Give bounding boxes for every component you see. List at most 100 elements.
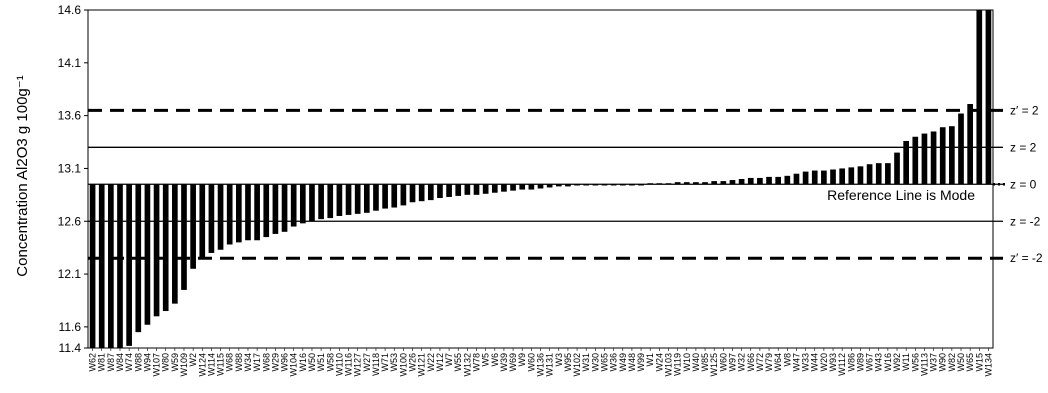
bar: [629, 184, 635, 186]
x-category-label: W136: [536, 353, 546, 377]
x-category-label: W64: [773, 353, 783, 372]
x-category-label: W1: [645, 353, 655, 367]
bar: [208, 184, 215, 253]
x-category-label: W85: [700, 353, 710, 372]
x-category-label: W99: [636, 353, 646, 372]
x-category-label: W39: [499, 353, 509, 372]
y-axis: 11.4 11.6 12.1 12.6 13.1 13.6 14.1 14.6: [58, 3, 88, 355]
bar: [802, 171, 809, 185]
bar: [921, 133, 928, 185]
reference-line-label: z = -2: [1010, 214, 1041, 228]
x-category-label: W11: [901, 353, 911, 371]
x-category-label: W50: [956, 353, 966, 372]
x-category-label: W24: [654, 353, 664, 372]
x-category-label: W17: [252, 353, 262, 372]
bar: [894, 152, 900, 185]
x-category-label: W132: [462, 353, 472, 377]
x-category-label: W102: [572, 353, 582, 377]
x-category-label: W60: [718, 353, 728, 372]
bar: [245, 184, 251, 241]
bar: [519, 184, 526, 190]
bar: [336, 184, 343, 216]
x-category-label: W43: [874, 353, 884, 372]
x-category-label: W50: [307, 353, 317, 372]
x-category-label: W115: [216, 353, 226, 376]
bar: [162, 184, 169, 312]
bar: [473, 184, 480, 195]
x-category-label: W95: [563, 353, 573, 372]
x-category-label: W68: [261, 353, 271, 372]
x-category-label: W36: [609, 353, 619, 372]
bar: [537, 184, 544, 189]
y-tick-label: 11.4: [59, 341, 82, 355]
bar: [711, 181, 718, 185]
x-category-label: W9: [517, 353, 527, 367]
x-category-label: W78: [472, 353, 482, 372]
x-category-label: W2: [188, 353, 198, 367]
x-category-label: W92: [892, 353, 902, 372]
bar: [263, 184, 270, 238]
bar: [153, 184, 160, 317]
x-category-label: W44: [810, 353, 820, 372]
bar: [939, 127, 946, 185]
bar: [391, 184, 398, 208]
y-axis-label: Concentration Al2O3 g 100g⁻¹: [14, 75, 31, 276]
bar: [693, 182, 699, 185]
bar: [464, 184, 471, 195]
bar: [656, 183, 663, 185]
x-category-label: W125: [709, 353, 719, 377]
bar: [702, 182, 708, 185]
bar: [427, 184, 434, 201]
y-tick-label: 12.6: [58, 214, 82, 228]
x-category-label: W51: [316, 353, 326, 372]
x-category-label: W40: [691, 353, 701, 372]
bar: [281, 184, 288, 232]
bar: [720, 181, 727, 185]
bar: [985, 10, 992, 185]
x-category-label: W62: [88, 353, 98, 372]
reference-line-label: z = 0: [1010, 177, 1037, 191]
bar: [665, 183, 672, 185]
x-category-label: W88: [133, 353, 143, 372]
y-tick-label: 11.6: [59, 320, 82, 334]
x-category-label: W118: [371, 353, 381, 376]
bar: [354, 184, 361, 214]
y-tick-label: 12.1: [58, 267, 82, 281]
x-category-label: W8: [782, 353, 792, 367]
bar: [190, 184, 196, 269]
bar: [674, 182, 681, 185]
x-category-label: W16: [298, 353, 308, 372]
bar: [747, 177, 754, 185]
bar: [583, 184, 590, 186]
bar: [236, 184, 242, 243]
y-tick-label: 13.1: [58, 161, 82, 175]
x-category-label: W22: [426, 353, 436, 372]
x-category-label: W131: [545, 353, 555, 377]
reference-lines: [88, 108, 1005, 260]
bar: [610, 184, 617, 186]
x-category-label: W30: [590, 353, 600, 372]
x-category-label: W134: [983, 353, 993, 377]
bar: [638, 184, 644, 186]
bar: [601, 184, 608, 186]
bar: [98, 184, 105, 348]
x-category-label: W72: [755, 353, 765, 372]
x-category-label: W71: [380, 353, 390, 372]
bar: [976, 10, 983, 185]
bar: [254, 184, 260, 241]
bar: [199, 184, 206, 259]
x-category-label: W80: [161, 353, 171, 372]
x-category-label: W86: [846, 353, 856, 372]
bar: [866, 164, 873, 185]
plot-area-frame: [87, 9, 994, 349]
x-axis: W62 W81 W87 W84 W74 W88 W94 W107 W80 W59 W109 W2 W12…: [88, 348, 993, 377]
x-category-label: W49: [618, 353, 628, 372]
x-category-label: W58: [325, 353, 335, 372]
reference-line-label: z = 2: [1010, 140, 1037, 154]
y-tick-label: 14.1: [58, 56, 82, 70]
bar: [290, 184, 297, 227]
bar: [821, 170, 827, 185]
x-category-label: W79: [764, 353, 774, 372]
x-category-label: W94: [142, 353, 152, 372]
x-category-label: W114: [206, 353, 216, 376]
